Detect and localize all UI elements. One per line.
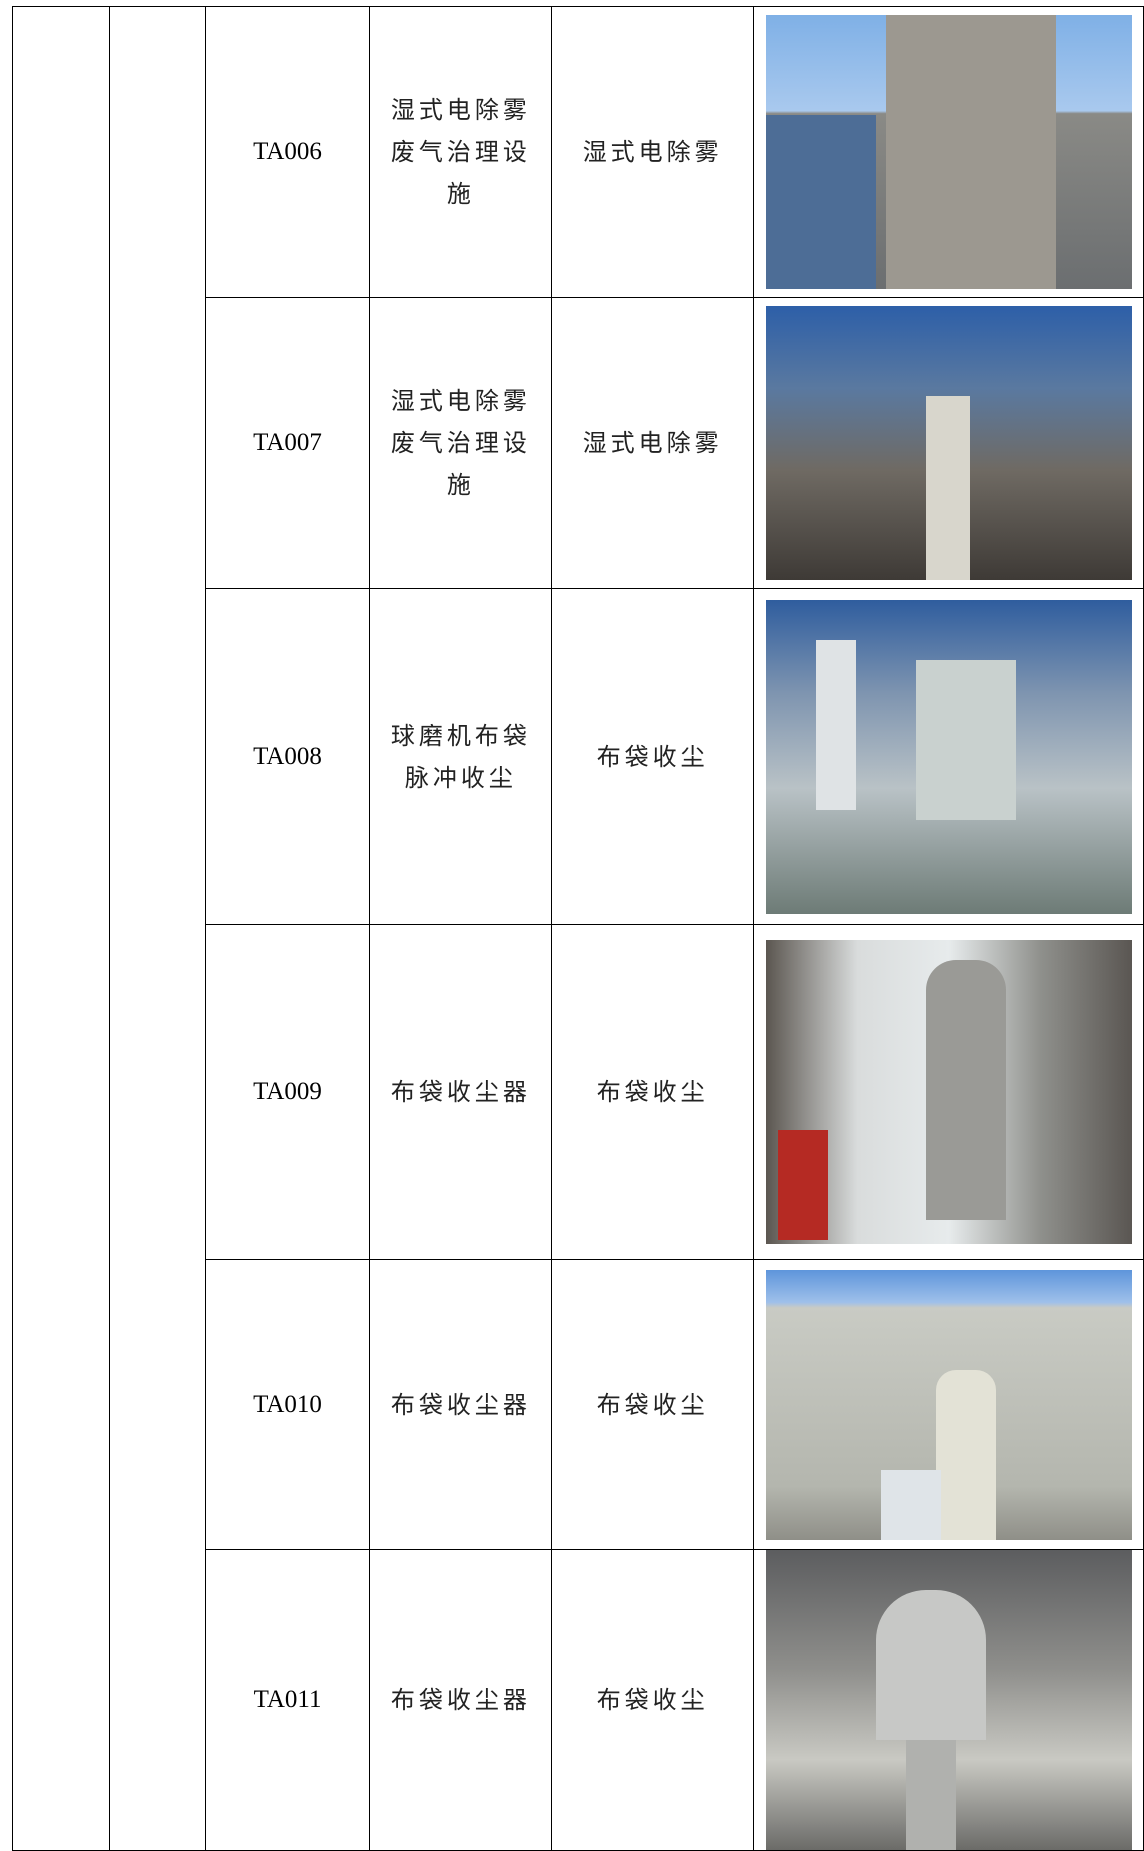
code-cell: TA008 <box>204 588 371 925</box>
name-text: 布袋收尘器 <box>390 1078 531 1106</box>
name-cell: 球磨机布袋脉冲收尘 <box>369 588 553 925</box>
photo-cell <box>753 1259 1144 1550</box>
code-cell: TA010 <box>204 1259 371 1550</box>
photo-cell <box>753 924 1144 1260</box>
photo <box>765 599 1132 914</box>
photo-cell <box>753 1549 1144 1851</box>
method-cell: 布袋收尘 <box>551 1259 755 1550</box>
collector <box>915 659 1016 820</box>
method-cell: 布袋收尘 <box>551 588 755 925</box>
photo <box>765 306 1132 580</box>
name-cell: 湿式电除雾废气治理设施 <box>369 6 553 298</box>
tower <box>885 15 1056 289</box>
code-cell: TA006 <box>204 6 371 298</box>
method-cell: 布袋收尘 <box>551 924 755 1260</box>
name-cell: 布袋收尘器 <box>369 1259 553 1550</box>
table-row: TA011 布袋收尘器 布袋收尘 <box>13 1549 1144 1851</box>
name-text: 布袋收尘器 <box>390 1686 531 1714</box>
photo <box>765 1269 1132 1540</box>
table-row: TA010 布袋收尘器 布袋收尘 <box>13 1259 1144 1550</box>
table-row: TA006 湿式电除雾废气治理设施 湿式电除雾 <box>12 6 1144 1851</box>
photo <box>765 15 1132 289</box>
name-text: 湿式电除雾废气治理设施 <box>390 387 531 499</box>
column <box>925 396 970 580</box>
photo-cell <box>753 297 1144 589</box>
cyclone <box>875 1590 986 1740</box>
empty-cell <box>108 6 206 1851</box>
photo-cell <box>753 588 1144 925</box>
scrubber <box>935 1369 996 1540</box>
code-cell: TA009 <box>204 924 371 1260</box>
method-cell: 湿式电除雾 <box>551 297 755 589</box>
name-cell: 布袋收尘器 <box>369 924 553 1260</box>
facility-table: TA006 湿式电除雾废气治理设施 湿式电除雾 TA007 湿式电除雾废气治理设… <box>12 6 1144 1851</box>
code-cell: TA007 <box>204 297 371 589</box>
name-text: 布袋收尘器 <box>390 1390 531 1419</box>
photo <box>765 940 1132 1244</box>
wall <box>765 115 876 289</box>
photo <box>765 1550 1132 1850</box>
table-row: TA008 球磨机布袋脉冲收尘 布袋收尘 <box>13 588 1144 925</box>
empty-cell <box>12 6 110 1851</box>
fan-box <box>880 1469 941 1540</box>
name-cell: 湿式电除雾废气治理设施 <box>369 297 553 589</box>
name-text: 湿式电除雾废气治理设施 <box>390 96 531 208</box>
code-cell: TA011 <box>204 1549 371 1851</box>
table-body: TA006 湿式电除雾废气治理设施 湿式电除雾 TA007 湿式电除雾废气治理设… <box>12 6 1144 1851</box>
method-cell: 布袋收尘 <box>551 1549 755 1851</box>
cabinet <box>777 1130 828 1240</box>
cone <box>905 1740 956 1850</box>
method-cell: 湿式电除雾 <box>551 6 755 298</box>
duct <box>815 639 856 810</box>
table-row: TA009 布袋收尘器 布袋收尘 <box>13 924 1144 1260</box>
photo-cell <box>753 6 1144 298</box>
name-cell: 布袋收尘器 <box>369 1549 553 1851</box>
name-text: 球磨机布袋脉冲收尘 <box>390 721 531 792</box>
table-row: TA007 湿式电除雾废气治理设施 湿式电除雾 <box>13 297 1144 589</box>
scrubber <box>925 960 1006 1220</box>
